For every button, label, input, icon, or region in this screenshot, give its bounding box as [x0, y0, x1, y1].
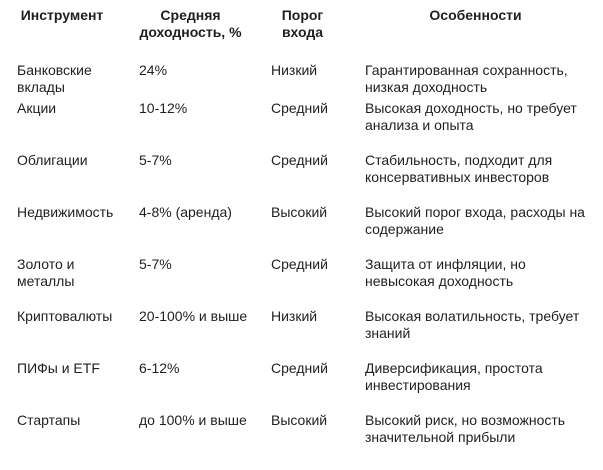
- table-row: Недвижимость 4-8% (аренда) Высокий Высокий …: [0, 204, 603, 256]
- cell-instrument: Облигации: [17, 152, 88, 168]
- table-body: Банковские вклады 24% Низкий Гарантированна…: [0, 48, 603, 464]
- cell-entry-threshold: Низкий: [271, 62, 318, 78]
- cell-yield: 24%: [139, 62, 168, 78]
- cell-features: Высокая доходность, но требует анализа и…: [365, 100, 577, 133]
- cell-entry-threshold: Средний: [271, 360, 328, 376]
- header-row: Инструмент Средняя доходность, % Порог в…: [0, 0, 603, 48]
- cell-entry-threshold: Низкий: [271, 308, 318, 324]
- table-row: Облигации 5-7% Средний Стабильность, подход…: [0, 152, 603, 204]
- table-row: Криптовалюты 20-100% и выше Низкий Высокая …: [0, 308, 603, 360]
- cell-yield: 10-12%: [139, 100, 188, 116]
- cell-yield: 20-100% и выше: [139, 308, 248, 324]
- cell-yield: 6-12%: [139, 360, 180, 376]
- cell-features: Стабильность, подходит для консервативны…: [365, 152, 553, 185]
- cell-yield: 5-7%: [139, 256, 172, 272]
- cell-features: Диверсификация, простота инвестирования: [365, 360, 543, 393]
- table-row: Банковские вклады 24% Низкий Гарантированна…: [0, 48, 603, 100]
- cell-entry-threshold: Высокий: [271, 204, 328, 220]
- cell-instrument: Золото и металлы: [17, 256, 75, 289]
- table-row: Стартапы до 100% и выше Высокий Высокий рис…: [0, 412, 603, 464]
- table-row: ПИФы и ETF 6-12% Средний Диверсификация, пр…: [0, 360, 603, 412]
- header-features: Особенности: [429, 7, 522, 23]
- cell-features: Защита от инфляции, но невысокая доходно…: [365, 256, 526, 289]
- cell-yield: до 100% и выше: [139, 412, 247, 428]
- cell-entry-threshold: Средний: [271, 100, 328, 116]
- cell-features: Высокая волатильность, требует знаний: [365, 308, 580, 341]
- cell-features: Высокий риск, но возможность значительно…: [365, 412, 566, 445]
- cell-instrument: Недвижимость: [17, 204, 114, 220]
- cell-instrument: Акции: [17, 100, 57, 116]
- cell-instrument: Стартапы: [17, 412, 81, 428]
- table-row: Золото и металлы 5-7% Средний Защита от инф…: [0, 256, 603, 308]
- table-header: Инструмент Средняя доходность, % Порог в…: [0, 0, 603, 48]
- header-instrument: Инструмент: [20, 7, 104, 23]
- table-row: Акции 10-12% Средний Высокая доходность, но…: [0, 100, 603, 152]
- header-yield: Средняя доходность, %: [139, 7, 242, 40]
- cell-entry-threshold: Средний: [271, 256, 328, 272]
- header-entry-threshold: Порог входа: [281, 7, 324, 40]
- cell-entry-threshold: Средний: [271, 152, 328, 168]
- cell-entry-threshold: Высокий: [271, 412, 328, 428]
- cell-instrument: ПИФы и ETF: [17, 360, 100, 376]
- cell-yield: 5-7%: [139, 152, 172, 168]
- cell-instrument: Банковские вклады: [17, 62, 92, 95]
- cell-instrument: Криптовалюты: [17, 308, 113, 324]
- cell-yield: 4-8% (аренда): [139, 204, 232, 220]
- cell-features: Гарантированная сохранность, низкая дохо…: [365, 62, 568, 95]
- cell-features: Высокий порог входа, расходы на содержан…: [365, 204, 585, 237]
